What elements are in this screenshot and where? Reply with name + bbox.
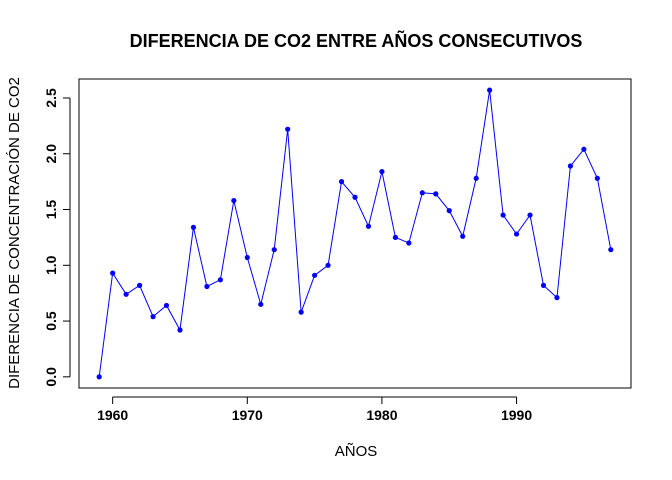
data-point	[231, 197, 237, 204]
data-point	[123, 291, 129, 297]
data-point	[594, 175, 600, 181]
data-point	[379, 168, 385, 175]
data-point	[136, 282, 143, 288]
data-point	[500, 212, 506, 218]
x-tick-label: 1980	[366, 407, 397, 423]
x-tick-label: 1960	[97, 407, 128, 423]
data-point	[190, 224, 197, 230]
data-point	[406, 240, 412, 246]
y-tick-label: 1.5	[43, 200, 59, 220]
data-point	[567, 163, 574, 169]
x-tick-label: 1990	[501, 407, 532, 423]
data-point	[217, 277, 223, 283]
data-point	[352, 194, 358, 200]
data-point	[271, 247, 277, 253]
y-tick-label: 2.5	[43, 88, 59, 108]
data-point	[608, 247, 614, 253]
data-point	[96, 374, 102, 380]
series-line	[98, 90, 612, 377]
y-tick-label: 0.5	[43, 311, 59, 331]
data-point	[554, 295, 560, 301]
data-point	[204, 283, 210, 290]
y-axis: 0.0 0.5 1.0 1.5 2.0 2.5	[43, 88, 71, 387]
data-point	[325, 262, 331, 268]
data-point	[298, 309, 304, 315]
data-point	[150, 314, 156, 320]
data-point	[513, 231, 520, 237]
data-point	[163, 302, 170, 309]
y-tick-label: 0.0	[43, 367, 59, 387]
series-layer	[96, 87, 614, 380]
data-point	[244, 254, 250, 261]
x-tick-label: 1970	[232, 407, 263, 423]
data-point	[581, 146, 587, 152]
data-point	[258, 301, 264, 307]
data-point	[392, 234, 398, 241]
data-point	[460, 233, 466, 239]
x-axis-title: AÑOS	[335, 443, 378, 460]
data-point	[110, 270, 116, 276]
data-point	[365, 223, 372, 229]
data-point	[338, 179, 345, 185]
data-point	[446, 208, 452, 214]
data-point	[540, 282, 547, 288]
data-point	[285, 126, 291, 132]
data-point	[487, 87, 493, 93]
data-point	[433, 191, 439, 197]
y-axis-title: DIFERENCIA DE CONCENTRACIÓN DE CO2	[6, 77, 23, 389]
data-point	[312, 272, 318, 278]
plot-area-frame	[78, 78, 632, 389]
data-point	[527, 212, 533, 218]
data-point	[419, 190, 425, 196]
data-point	[473, 175, 479, 181]
y-tick-label: 2.0	[43, 144, 59, 164]
data-point	[177, 327, 183, 333]
y-tick-label: 1.0	[43, 255, 59, 275]
x-axis: 1960 1970 1980 1990	[97, 396, 532, 423]
chart-title: DIFERENCIA DE CO2 ENTRE AÑOS CONSECUTIVO…	[130, 30, 583, 51]
